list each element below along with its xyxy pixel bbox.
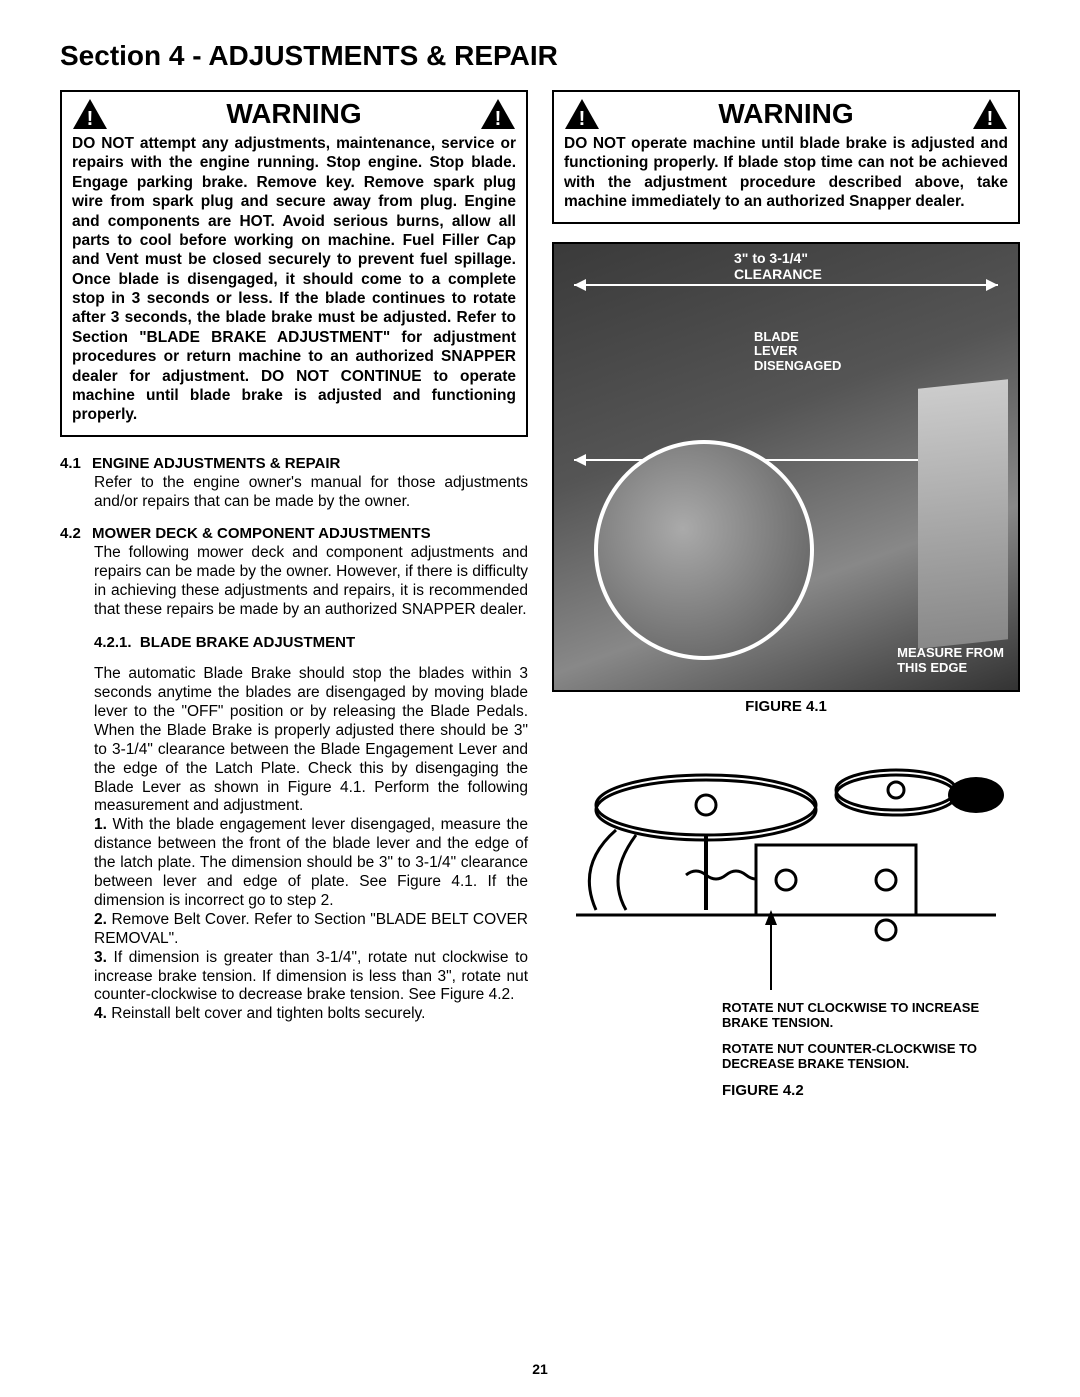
section-4-2-heading: 4.2MOWER DECK & COMPONENT ADJUSTMENTS [60, 525, 528, 542]
section-4-2-text: The following mower deck and component a… [60, 544, 528, 620]
heading-text: BLADE BRAKE ADJUSTMENT [140, 634, 355, 651]
svg-text:!: ! [495, 108, 502, 130]
section-number: 4.2 [60, 525, 92, 542]
figure-4-1-caption: FIGURE 4.1 [552, 698, 1020, 715]
warning-triangle-icon: ! [972, 98, 1008, 130]
section-number: 4.1 [60, 455, 92, 472]
section-4-1: 4.1ENGINE ADJUSTMENTS & REPAIR Refer to … [60, 455, 528, 512]
rotate-cw-note: ROTATE NUT CLOCKWISE TO INCREASE BRAKE T… [722, 1000, 1020, 1031]
section-4-1-heading: 4.1ENGINE ADJUSTMENTS & REPAIR [60, 455, 528, 472]
figure-4-2-notes: ROTATE NUT CLOCKWISE TO INCREASE BRAKE T… [552, 1000, 1020, 1072]
blade-lever-label: BLADELEVERDISENGAGED [754, 330, 841, 375]
pulley-diagram-icon [552, 735, 1020, 995]
step-3: 3. If dimension is greater than 3-1/4", … [60, 949, 528, 1006]
left-warning-text: DO NOT attempt any adjustments, maintena… [72, 134, 516, 425]
warning-triangle-icon: ! [564, 98, 600, 130]
two-column-layout: ! WARNING ! DO NOT attempt any adjustmen… [60, 90, 1020, 1119]
heading-text: ENGINE ADJUSTMENTS & REPAIR [92, 455, 340, 472]
section-4-1-text: Refer to the engine owner's manual for t… [60, 474, 528, 512]
warning-header: ! WARNING ! [72, 98, 516, 130]
warning-header: ! WARNING ! [564, 98, 1008, 130]
section-number: 4.2.1. [94, 634, 132, 651]
section-4-2-1-text: The automatic Blade Brake should stop th… [60, 665, 528, 816]
warning-title: WARNING [108, 98, 480, 130]
warning-title: WARNING [600, 98, 972, 130]
section-4-2: 4.2MOWER DECK & COMPONENT ADJUSTMENTS Th… [60, 525, 528, 620]
figure-4-2-caption: FIGURE 4.2 [552, 1082, 1020, 1099]
right-warning-box: ! WARNING ! DO NOT operate machine until… [552, 90, 1020, 224]
step-1: 1. With the blade engagement lever disen… [60, 816, 528, 911]
section-4-2-1: 4.2.1. BLADE BRAKE ADJUSTMENT [60, 634, 528, 651]
step-2: 2. Remove Belt Cover. Refer to Section "… [60, 911, 528, 949]
step-4: 4. Reinstall belt cover and tighten bolt… [60, 1005, 528, 1024]
section-4-2-1-heading: 4.2.1. BLADE BRAKE ADJUSTMENT [94, 634, 528, 651]
svg-text:!: ! [87, 108, 94, 130]
figure-4-1-image: 3" to 3-1/4"CLEARANCE BLADELEVERDISENGAG… [552, 242, 1020, 692]
page-number: 21 [0, 1361, 1080, 1377]
right-column: ! WARNING ! DO NOT operate machine until… [552, 90, 1020, 1119]
rotate-ccw-note: ROTATE NUT COUNTER-CLOCKWISE TO DECREASE… [722, 1041, 1020, 1072]
figure-4-2-image: ROTATE NUT CLOCKWISE TO INCREASE BRAKE T… [552, 735, 1020, 1072]
section-title: Section 4 - ADJUSTMENTS & REPAIR [60, 40, 1020, 72]
clearance-label: 3" to 3-1/4"CLEARANCE [734, 250, 822, 282]
figure-labels: 3" to 3-1/4"CLEARANCE BLADELEVERDISENGAG… [554, 244, 1018, 690]
measure-edge-label: MEASURE FROMTHIS EDGE [897, 646, 1004, 676]
warning-triangle-icon: ! [72, 98, 108, 130]
svg-text:!: ! [579, 108, 586, 130]
svg-text:!: ! [987, 108, 994, 130]
left-column: ! WARNING ! DO NOT attempt any adjustmen… [60, 90, 528, 1119]
heading-text: MOWER DECK & COMPONENT ADJUSTMENTS [92, 525, 431, 542]
left-warning-box: ! WARNING ! DO NOT attempt any adjustmen… [60, 90, 528, 437]
right-warning-text: DO NOT operate machine until blade brake… [564, 134, 1008, 212]
warning-triangle-icon: ! [480, 98, 516, 130]
